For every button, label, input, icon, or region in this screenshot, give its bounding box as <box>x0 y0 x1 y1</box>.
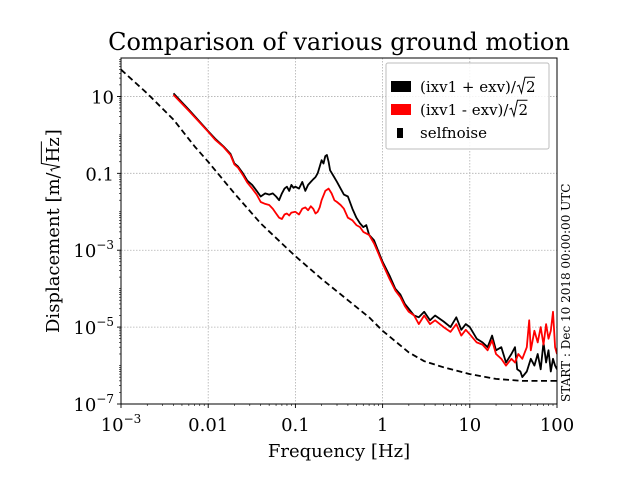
legend-label-1: (ixv1 - exv)/ <box>420 101 509 119</box>
series-line-2 <box>121 68 557 382</box>
axis-ticks: 10−3 0.01 0.1 1 10 100 10−7 10−5 10−3 0.1 10 <box>73 59 574 436</box>
legend-label-2: selfnoise <box>420 124 487 142</box>
series-lines <box>121 68 557 382</box>
x-tick-label: 0.01 <box>188 415 228 436</box>
legend-swatch-1 <box>391 104 411 115</box>
y-tick-label: 10−3 <box>73 238 114 262</box>
x-tick-label: 0.1 <box>281 415 310 436</box>
y-tick-label: 10 <box>91 87 114 108</box>
y-tick-label: 0.1 <box>85 164 114 185</box>
legend-label-0: (ixv1 + exv)/ <box>420 78 517 96</box>
legend-root-0: 2 <box>526 78 536 96</box>
x-tick-label: 100 <box>540 415 574 436</box>
x-axis-label: Frequency [Hz] <box>268 441 410 462</box>
series-line-1 <box>172 94 557 367</box>
y-tick-label: 10−7 <box>73 392 114 416</box>
start-annotation: START : Dec 10 2018 00:00:00 UTC <box>559 184 573 402</box>
legend-root-1: 2 <box>518 101 528 119</box>
chart-title: Comparison of various ground motion <box>108 28 570 56</box>
x-tick-label: 10−3 <box>101 412 142 436</box>
legend-swatch-0 <box>391 81 411 92</box>
x-tick-label: 1 <box>377 415 388 436</box>
legend-swatch-2 <box>397 128 403 138</box>
series-line-0 <box>172 92 557 378</box>
y-axis-label: Displacement [m/Hz] <box>40 129 64 333</box>
sqrt-symbol <box>516 76 535 95</box>
y-tick-label: 10−5 <box>73 315 114 339</box>
sqrt-symbol <box>509 99 528 118</box>
y-axis-label-text: Displacement [m/Hz] <box>40 129 64 333</box>
y-axis-label-prefix: Displacement [m/ <box>43 171 64 333</box>
plot-frame <box>120 57 558 405</box>
y-axis-label-root: Hz <box>43 137 64 162</box>
y-axis-label-suffix: ] <box>43 129 64 136</box>
sqrt-symbol <box>40 141 61 172</box>
legend-box <box>385 62 550 150</box>
x-tick-label: 10 <box>458 415 481 436</box>
